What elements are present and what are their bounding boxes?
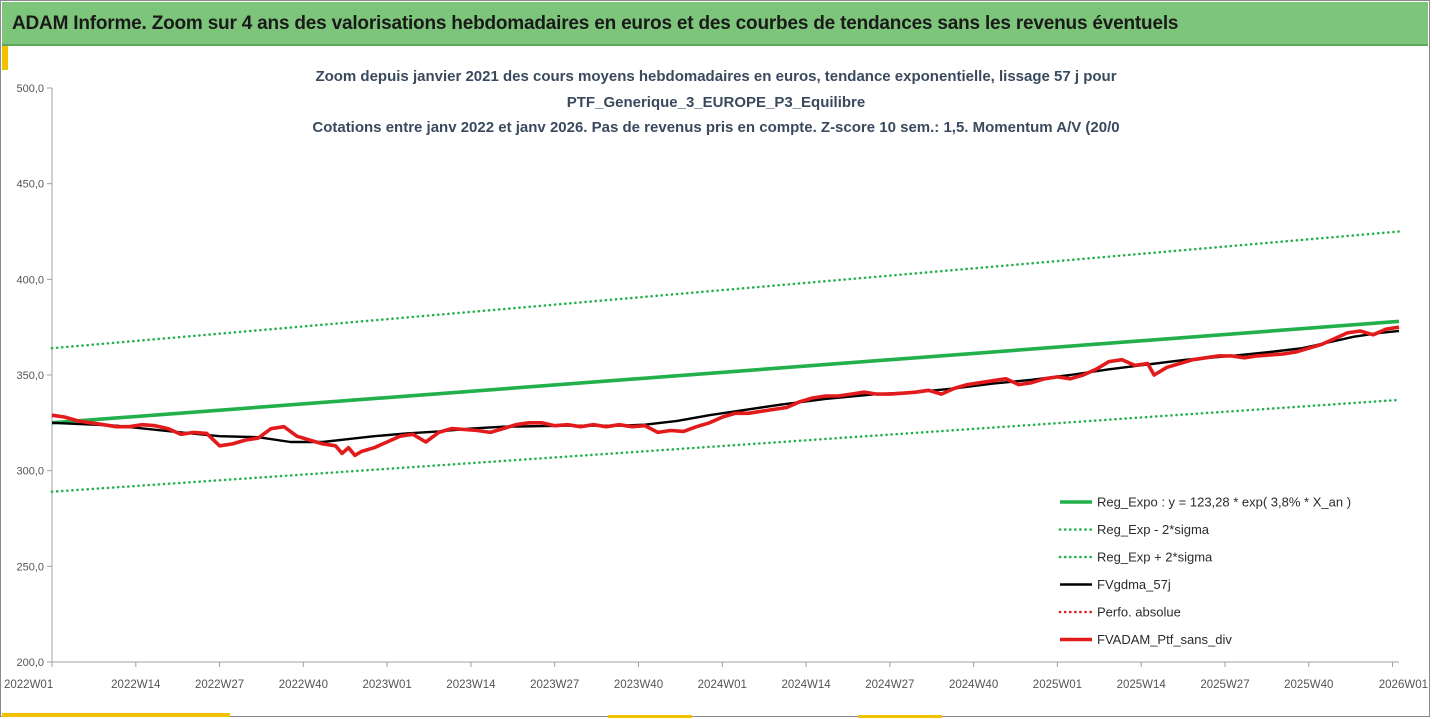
series-reg-exp-plus-2sigma (50, 230, 1401, 350)
x-tick-label: 2023W27 (530, 679, 579, 691)
header-bar: ADAM Informe. Zoom sur 4 ans des valoris… (2, 2, 1428, 46)
x-tick-label: 2025W40 (1284, 679, 1333, 691)
x-tick-label: 2023W14 (446, 679, 496, 691)
chart-title: Zoom depuis janvier 2021 des cours moyen… (312, 68, 1119, 136)
legend-label: Perfo. absolue (1097, 605, 1181, 620)
accent-bar-top-left (2, 46, 8, 70)
series-reg-expo (51, 319, 1400, 425)
x-tick-label: 2022W40 (279, 679, 328, 691)
y-tick-label: 450,0 (16, 179, 44, 191)
y-tick-label: 350,0 (16, 370, 44, 382)
y-tick-label: 400,0 (16, 274, 44, 286)
x-tick-label: 2022W27 (195, 679, 244, 691)
x-tick-label: 2026W01 (1379, 679, 1428, 691)
y-tick-label: 500,0 (16, 83, 44, 95)
y-tick-label: 200,0 (16, 657, 44, 669)
page-title: ADAM Informe. Zoom sur 4 ans des valoris… (12, 13, 1179, 34)
x-tick-label: 2025W27 (1200, 679, 1249, 691)
legend-label: Reg_Exp - 2*sigma (1097, 522, 1210, 537)
legend-label: Reg_Exp + 2*sigma (1097, 550, 1213, 565)
x-tick-label: 2022W01 (4, 679, 53, 691)
x-tick-label: 2024W14 (781, 679, 831, 691)
y-tick-label: 250,0 (16, 561, 44, 573)
series-layer (50, 230, 1401, 493)
x-tick-label: 2023W40 (614, 679, 663, 691)
legend: Reg_Expo : y = 123,28 * exp( 3,8% * X_an… (1058, 495, 1351, 647)
x-tick-label: 2022W14 (111, 679, 161, 691)
accent-bar-bottom-middle (608, 715, 692, 718)
x-tick-label: 2025W01 (1033, 679, 1082, 691)
x-tick-label: 2024W40 (949, 679, 998, 691)
chart-title-line-3: Cotations entre janv 2022 et janv 2026. … (312, 119, 1119, 136)
accent-bar-bottom-left (2, 713, 230, 717)
series-fvadam-ptf-sans-div (51, 325, 1400, 458)
series-fvgdma-57j (51, 329, 1400, 444)
legend-label: Reg_Expo : y = 123,28 * exp( 3,8% * X_an… (1097, 495, 1351, 510)
x-tick-label: 2024W27 (865, 679, 914, 691)
accent-bar-bottom-middle-2 (858, 715, 942, 718)
series-reg-exp-minus-2sigma (50, 398, 1401, 493)
legend-label: FVADAM_Ptf_sans_div (1097, 632, 1232, 647)
chart-title-line-1: Zoom depuis janvier 2021 des cours moyen… (315, 68, 1116, 85)
x-tick-label: 2025W14 (1117, 679, 1167, 691)
chart-title-line-2: PTF_Generique_3_EUROPE_P3_Equilibre (567, 94, 865, 111)
axes: 500,0 450,0 400,0 350,0 300,0 250,0 200,0 2022W… (4, 83, 1428, 691)
x-tick-label: 2024W01 (698, 679, 747, 691)
x-tick-label: 2023W01 (363, 679, 412, 691)
y-tick-label: 300,0 (16, 466, 44, 478)
legend-label: FVgdma_57j (1097, 577, 1171, 592)
